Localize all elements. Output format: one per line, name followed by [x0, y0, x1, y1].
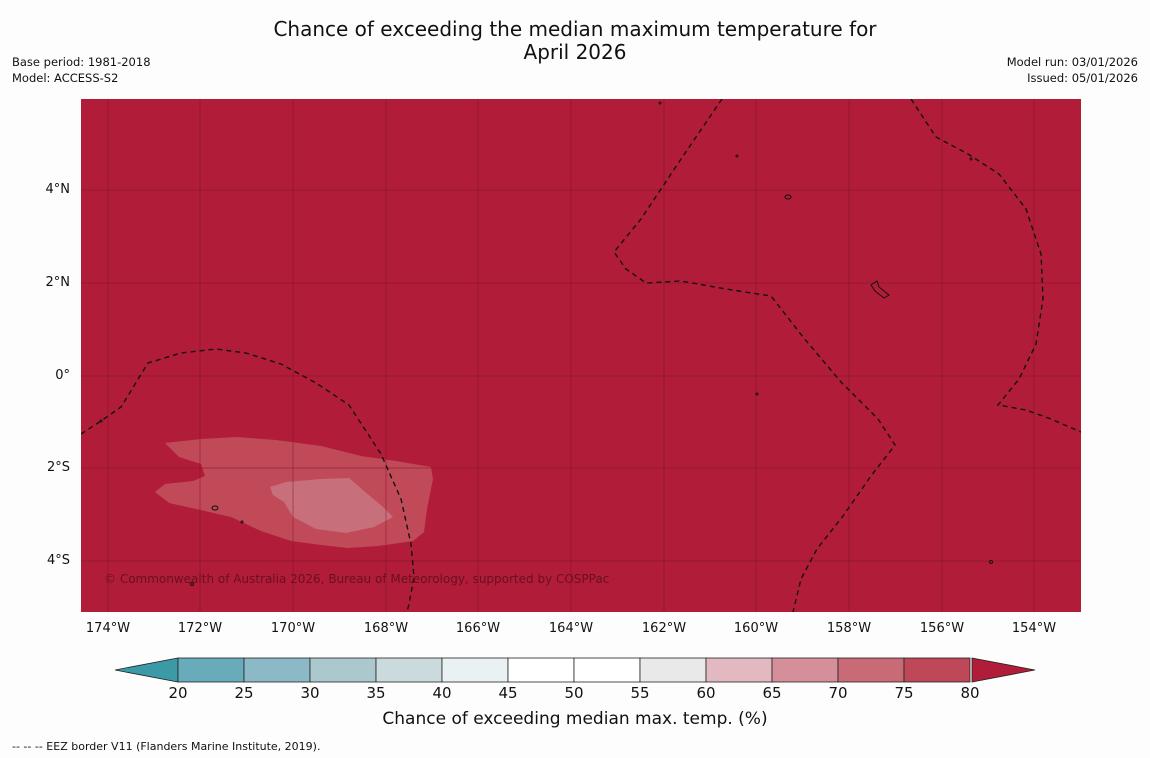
eez-border-west: [81, 348, 415, 612]
map-svg: [81, 99, 1081, 612]
lon-label-166w: 166°W: [455, 621, 501, 636]
map-title: Chance of exceeding the median maximum t…: [0, 18, 1150, 64]
meta-left: Base period: 1981-2018 Model: ACCESS-S2: [12, 54, 151, 86]
islands: [99, 101, 993, 586]
colorbar-tick-65: 65: [762, 684, 782, 702]
colorbar-tick-75: 75: [894, 684, 914, 702]
colorbar-bin-60-65: [705, 657, 773, 683]
island-jarvis: [755, 392, 759, 396]
colorbar-bin-70-75: [837, 657, 905, 683]
island-misc-6: [99, 419, 103, 423]
island-misc-2: [658, 101, 662, 105]
map-background: [81, 99, 1081, 612]
lat-label-2n: 2°N: [45, 275, 71, 290]
lon-label-154w: 154°W: [1011, 621, 1057, 636]
lat-label-0: 0°: [55, 368, 70, 383]
colorbar-tick-45: 45: [498, 684, 518, 702]
colorbar-tick-55: 55: [630, 684, 650, 702]
island-misc-3: [190, 582, 194, 586]
title-line-1: Chance of exceeding the median maximum t…: [273, 17, 877, 41]
lat-label-4s: 4°S: [46, 553, 70, 568]
colorbar-bin-20-25: [177, 657, 245, 683]
colorbar-bin-45-50: [507, 657, 575, 683]
title-line-2: April 2026: [523, 40, 627, 64]
lon-label-158w: 158°W: [826, 621, 872, 636]
island-misc-4: [240, 520, 244, 524]
colorbar-bin-55-60: [639, 657, 707, 683]
copyright-notice: © Commonwealth of Australia 2026, Bureau…: [104, 572, 610, 586]
eez-border-east: [910, 99, 1081, 433]
lat-label-4n: 4°N: [45, 182, 71, 197]
island-small-west: [211, 505, 219, 511]
lon-label-170w: 170°W: [270, 621, 316, 636]
colorbar-bin-35-40: [375, 657, 443, 683]
island-misc-5: [969, 157, 973, 161]
colorbar-bin-40-45: [441, 657, 509, 683]
colorbar-over-triangle: [971, 657, 1036, 683]
colorbar-tick-70: 70: [828, 684, 848, 702]
lon-label-164w: 164°W: [548, 621, 594, 636]
island-malden: [989, 560, 993, 564]
probability-band-65-70: [270, 478, 393, 533]
eez-borders: [81, 99, 1081, 612]
colorbar-tick-30: 30: [300, 684, 320, 702]
lon-label-160w: 160°W: [733, 621, 779, 636]
colorbar-bin-25-30: [243, 657, 311, 683]
colorbar-tick-60: 60: [696, 684, 716, 702]
forecast-map: [81, 99, 1081, 612]
colorbar-tick-50: 50: [564, 684, 584, 702]
lon-label-162w: 162°W: [641, 621, 687, 636]
model-run: Model run: 03/01/2026: [1006, 55, 1138, 69]
colorbar-tick-35: 35: [366, 684, 386, 702]
issued-date: Issued: 05/01/2026: [1027, 71, 1138, 85]
lon-label-172w: 172°W: [177, 621, 223, 636]
eez-footnote: -- -- -- EEZ border V11 (Flanders Marine…: [12, 740, 321, 753]
colorbar: [115, 657, 1036, 683]
island-tabuaeran: [784, 194, 792, 200]
colorbar-bin-65-70: [771, 657, 839, 683]
island-misc-1: [735, 154, 739, 158]
colorbar-under-triangle: [115, 657, 179, 683]
colorbar-tick-80: 80: [960, 684, 980, 702]
grid-lines: [81, 99, 1081, 612]
lon-label-174w: 174°W: [85, 621, 131, 636]
colorbar-bin-30-35: [309, 657, 377, 683]
colorbar-bin-75-80: [903, 657, 971, 683]
colorbar-title: Chance of exceeding median max. temp. (%…: [382, 709, 768, 729]
island-kiritimati: [870, 280, 890, 299]
meta-right: Model run: 03/01/2026 Issued: 05/01/2026: [1007, 54, 1138, 86]
lon-label-168w: 168°W: [363, 621, 409, 636]
model-name: Model: ACCESS-S2: [12, 71, 119, 85]
colorbar-bin-50-55: [573, 657, 641, 683]
base-period: Base period: 1981-2018: [12, 55, 151, 69]
lat-label-2s: 2°S: [46, 460, 70, 475]
colorbar-tick-20: 20: [168, 684, 188, 702]
colorbar-tick-25: 25: [234, 684, 254, 702]
colorbar-bins: [177, 657, 971, 683]
colorbar-tick-40: 40: [432, 684, 452, 702]
lon-label-156w: 156°W: [919, 621, 965, 636]
eez-border-central: [613, 99, 896, 612]
